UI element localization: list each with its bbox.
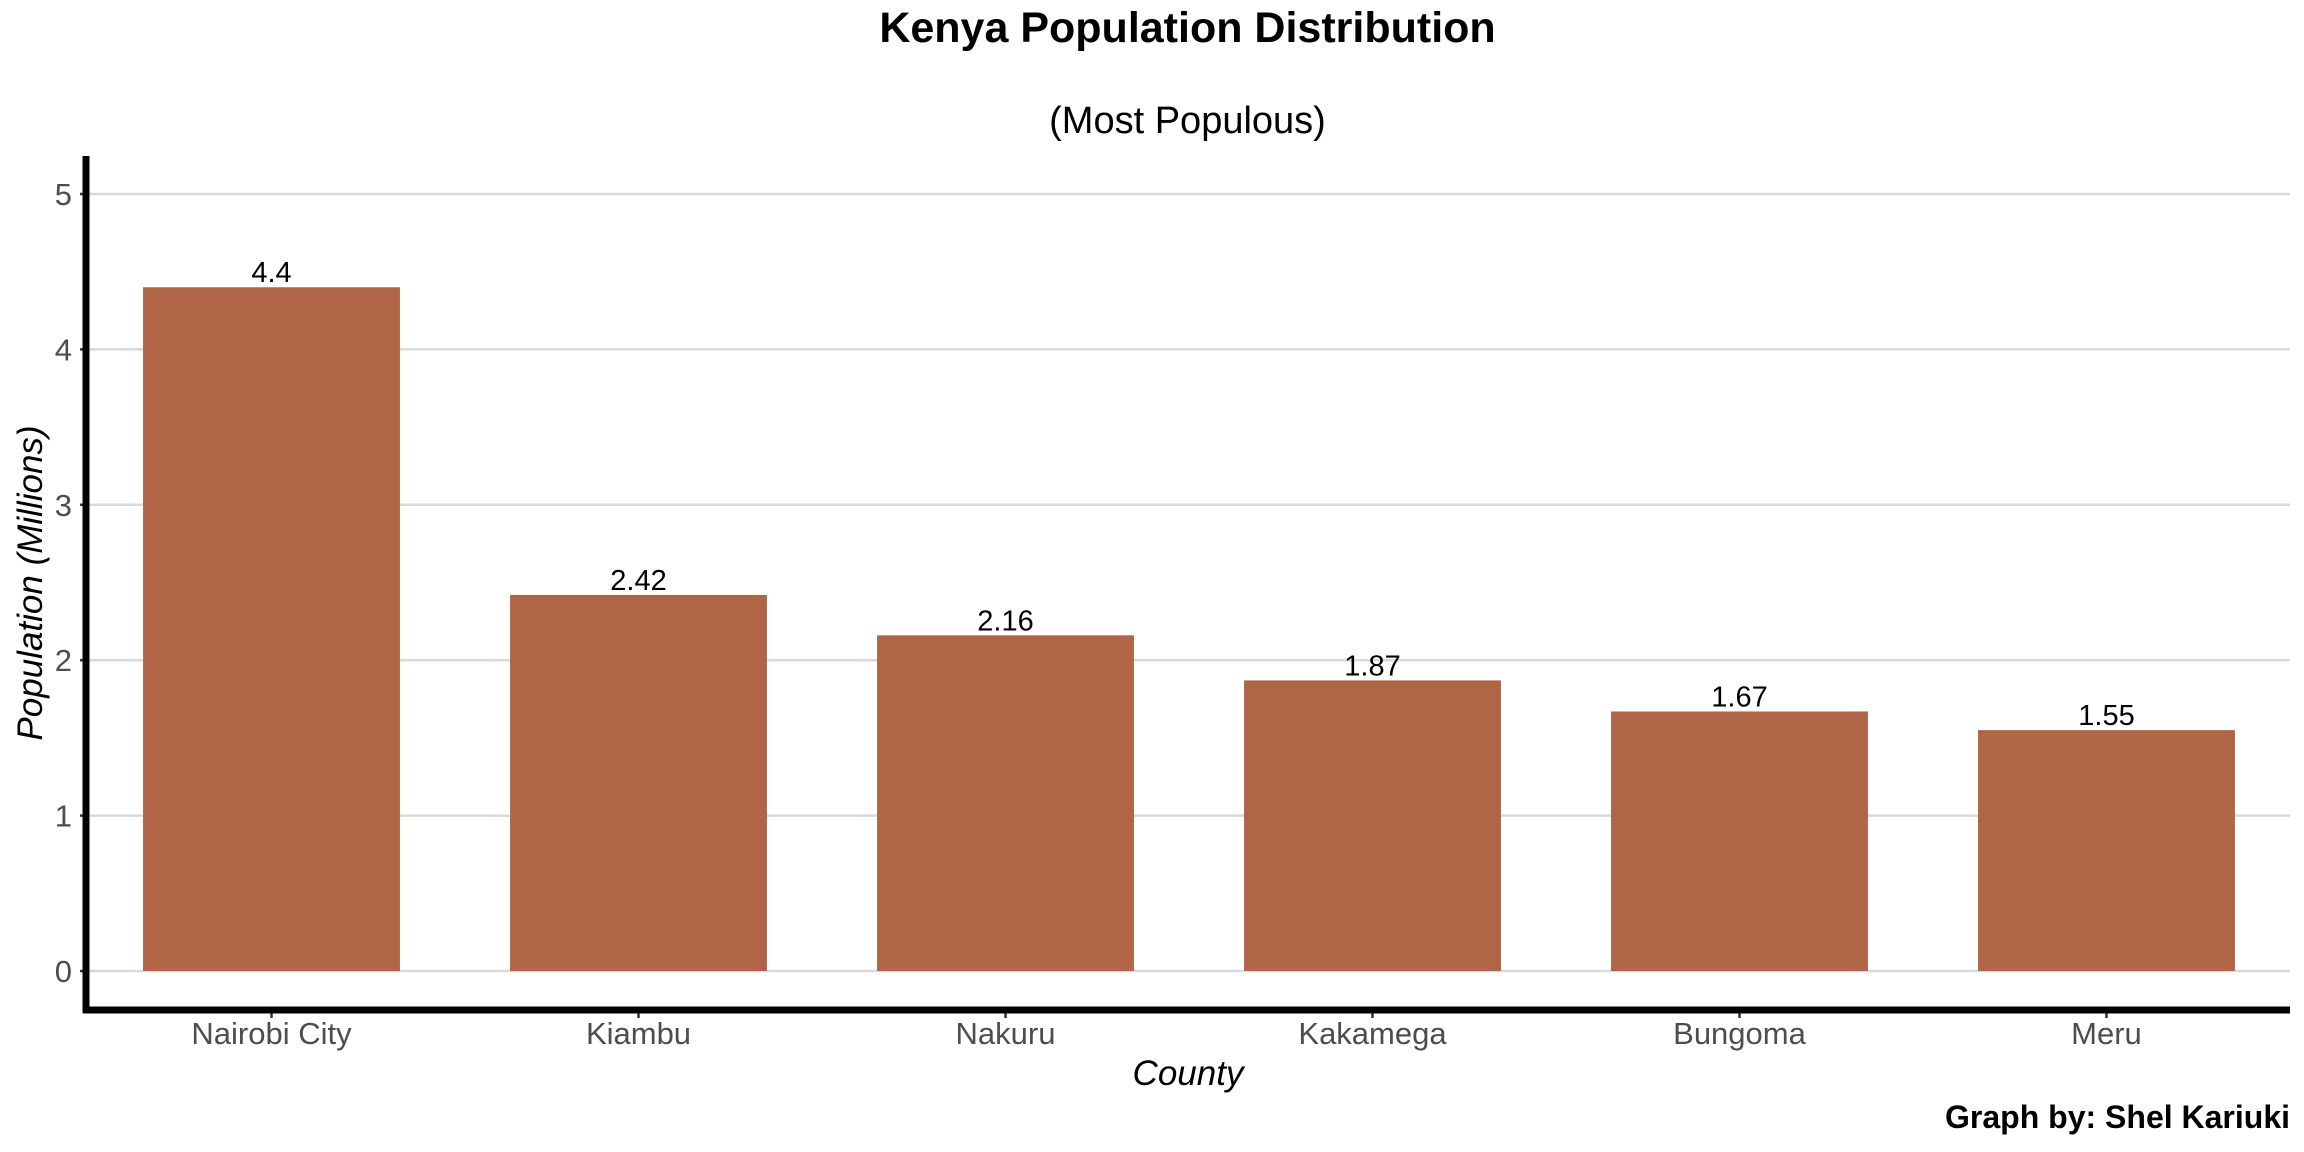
x-tick-label: Bungoma — [1673, 1016, 1806, 1051]
bar — [1611, 711, 1868, 971]
bar — [143, 287, 400, 971]
x-tick-label: Kakamega — [1298, 1016, 1447, 1051]
data-labels: 4.4 2.42 2.16 1.87 1.67 1.55 — [251, 257, 2134, 732]
bar — [877, 635, 1134, 971]
bar-value-label: 2.16 — [977, 605, 1033, 637]
x-tick-label: Nakuru — [956, 1016, 1056, 1051]
y-tick-label: 1 — [55, 799, 72, 834]
y-tick-label: 0 — [55, 954, 72, 989]
y-tick-label: 4 — [55, 332, 72, 367]
bar-value-label: 2.42 — [610, 565, 666, 597]
bar-value-label: 1.87 — [1344, 650, 1400, 682]
y-tick-label: 3 — [55, 488, 72, 523]
x-tick-label: Meru — [2071, 1016, 2142, 1051]
x-tick-label: Kiambu — [586, 1016, 691, 1051]
chart-caption: Graph by: Shel Kariuki — [1945, 1099, 2290, 1135]
bar-value-label: 4.4 — [251, 257, 291, 289]
bars — [143, 287, 2235, 971]
x-axis-title: County — [1133, 1054, 1246, 1093]
y-tick-label: 5 — [55, 177, 72, 212]
bar-value-label: 1.55 — [2078, 700, 2134, 732]
bar — [510, 594, 767, 971]
bar — [1978, 730, 2235, 971]
axes: 0 1 2 3 4 5 Nairobi City Kiambu Nakuru Kakamega Bu… — [55, 156, 2290, 1051]
gridlines — [88, 192, 2290, 973]
bar-value-label: 1.67 — [1711, 681, 1767, 713]
y-axis-title: Population (Millions) — [11, 425, 50, 740]
chart-title: Kenya Population Distribution — [879, 4, 1496, 52]
x-tick-label: Nairobi City — [191, 1016, 352, 1051]
bar — [1244, 680, 1501, 971]
chart-subtitle: (Most Populous) — [1049, 100, 1326, 142]
y-tick-label: 2 — [55, 643, 72, 678]
